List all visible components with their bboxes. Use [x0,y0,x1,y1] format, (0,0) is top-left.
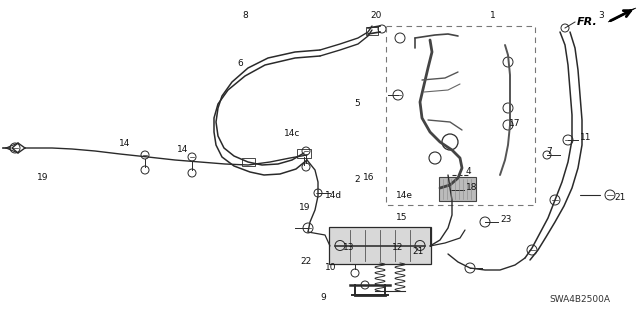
Text: 17: 17 [509,118,520,128]
Text: 14: 14 [118,138,130,147]
Bar [366,27,378,35]
Text: 19: 19 [298,204,310,212]
Text: 15: 15 [396,212,408,221]
Text: 6: 6 [237,58,243,68]
Text: 20: 20 [371,11,382,20]
Text: 14: 14 [177,145,188,153]
Text: 16: 16 [362,173,374,182]
Text: 23: 23 [500,216,511,225]
Text: 4: 4 [466,167,472,176]
Bar [297,149,311,158]
Text: 7: 7 [547,147,552,157]
Bar [241,158,255,166]
Text: 18: 18 [466,183,477,192]
Text: 21: 21 [413,248,424,256]
Text: 8: 8 [243,11,248,20]
Polygon shape [608,8,636,22]
FancyBboxPatch shape [329,227,431,264]
Text: 14d: 14d [325,190,342,199]
Text: 11: 11 [580,133,591,143]
Text: 14c: 14c [284,129,300,137]
Text: SWA4B2500A: SWA4B2500A [550,295,611,305]
Text: 3: 3 [598,11,604,20]
Text: 21: 21 [614,194,625,203]
Text: 12: 12 [392,243,403,253]
FancyBboxPatch shape [439,177,476,201]
Text: 1: 1 [490,11,496,20]
Text: 5: 5 [355,99,360,108]
Text: 10: 10 [324,263,336,272]
Text: 2: 2 [355,175,360,184]
Text: 19: 19 [36,174,48,182]
Text: 22: 22 [301,257,312,266]
Text: 13: 13 [342,243,354,253]
Text: FR.: FR. [577,17,598,27]
Text: 14e: 14e [396,190,413,199]
Text: 9: 9 [320,293,326,302]
